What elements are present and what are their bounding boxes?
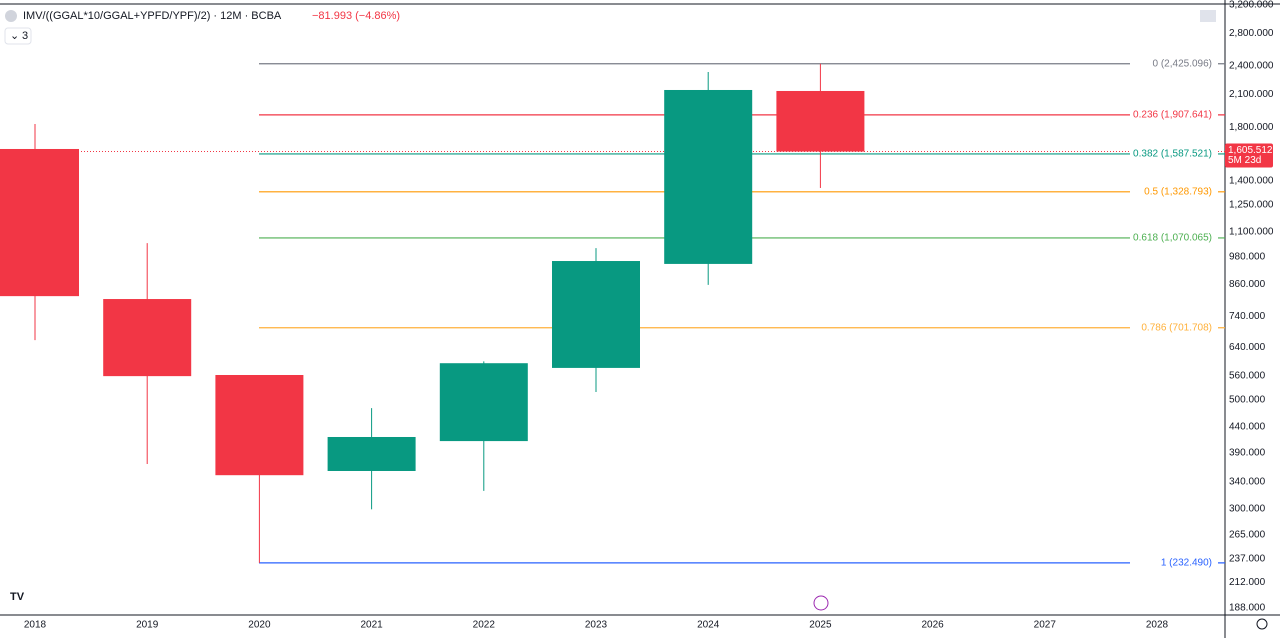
fib-label-bg <box>1130 108 1218 121</box>
settings-icon[interactable] <box>1256 618 1268 630</box>
y-tick-label: 740.000 <box>1229 311 1266 322</box>
x-tick-label: 2023 <box>585 620 608 631</box>
plot <box>0 63 1225 564</box>
price-badge-value: 1,605.512 <box>1228 145 1273 156</box>
event-icon[interactable] <box>813 595 829 611</box>
fib-label: 1 (232.490) <box>1161 558 1212 569</box>
y-tick-label: 1,800.000 <box>1229 122 1274 133</box>
x-tick-label: 2019 <box>136 620 159 631</box>
y-tick-label: 2,800.000 <box>1229 28 1274 39</box>
fib-label: 0.236 (1,907.641) <box>1133 109 1212 120</box>
x-tick-label: 2028 <box>1146 620 1169 631</box>
y-tick-label: 340.000 <box>1229 477 1266 488</box>
candle-body <box>552 261 640 368</box>
fib-label: 0.382 (1,587.521) <box>1133 149 1212 160</box>
change: −81.993 (−4.86%) <box>312 10 400 22</box>
x-tick-label: 2027 <box>1034 620 1057 631</box>
candle-body <box>0 148 79 297</box>
fib-label-bg <box>1130 147 1218 160</box>
y-tick-label: 1,250.000 <box>1229 199 1274 210</box>
y-tick-label: 500.000 <box>1229 395 1266 406</box>
fib-label-bg <box>1130 556 1218 569</box>
y-tick-label: 188.000 <box>1229 603 1266 614</box>
candle-body <box>664 89 753 264</box>
y-tick-label: 390.000 <box>1229 447 1266 458</box>
x-tick-label: 2024 <box>697 620 720 631</box>
chart-title: IMV/((GGAL*10/GGAL+YPFD/YPF)/2) · 12M · … <box>23 10 282 22</box>
x-tick-label: 2018 <box>24 620 47 631</box>
x-tick-label: 2026 <box>921 620 944 631</box>
y-tick-label: 640.000 <box>1229 342 1266 353</box>
x-tick-label: 2022 <box>473 620 496 631</box>
y-tick-label: 1,100.000 <box>1229 227 1274 238</box>
candle-body <box>103 299 192 377</box>
y-tick-label: 265.000 <box>1229 530 1266 541</box>
y-tick-label: 212.000 <box>1229 577 1266 588</box>
y-tick-label: 2,100.000 <box>1229 89 1274 100</box>
candle-body <box>776 90 865 152</box>
fib-label-bg <box>1130 231 1218 244</box>
fib-label: 0.786 (701.708) <box>1141 322 1212 333</box>
y-tick-label: 300.000 <box>1229 503 1266 514</box>
fib-label: 0.618 (1,070.065) <box>1133 233 1212 244</box>
candle-body <box>215 374 304 476</box>
fib-label-bg <box>1130 321 1218 334</box>
x-tick-label: 2025 <box>809 620 832 631</box>
fib-label-bg <box>1130 185 1218 198</box>
y-tick-label: 2,400.000 <box>1229 61 1274 72</box>
y-tick-label: 440.000 <box>1229 422 1266 433</box>
y-tick-label: 1,400.000 <box>1229 175 1274 186</box>
y-tick-label: 860.000 <box>1229 279 1266 290</box>
symbol-icon[interactable] <box>5 10 17 22</box>
y-tick-label: 980.000 <box>1229 251 1266 262</box>
x-tick-label: 2021 <box>360 620 383 631</box>
logo: TV <box>10 591 25 603</box>
x-tick-label: 2020 <box>248 620 271 631</box>
y-tick-label: 560.000 <box>1229 370 1266 381</box>
candle-body <box>439 363 528 442</box>
fib-label-bg <box>1130 57 1218 70</box>
y-tick-label: 237.000 <box>1229 553 1266 564</box>
collapse-arrow: ⌄ <box>10 30 19 42</box>
fib-label: 0 (2,425.096) <box>1153 58 1213 69</box>
indicator-count: 3 <box>22 30 28 42</box>
screenshot-button[interactable] <box>1200 10 1216 22</box>
countdown: 5M 23d <box>1228 155 1261 166</box>
candle-body <box>327 436 416 471</box>
y-tick-label: 3,200.000 <box>1229 0 1274 10</box>
price-badge <box>1225 143 1273 168</box>
fib-label: 0.5 (1,328.793) <box>1144 186 1212 197</box>
indicators-toggle[interactable] <box>4 27 32 45</box>
